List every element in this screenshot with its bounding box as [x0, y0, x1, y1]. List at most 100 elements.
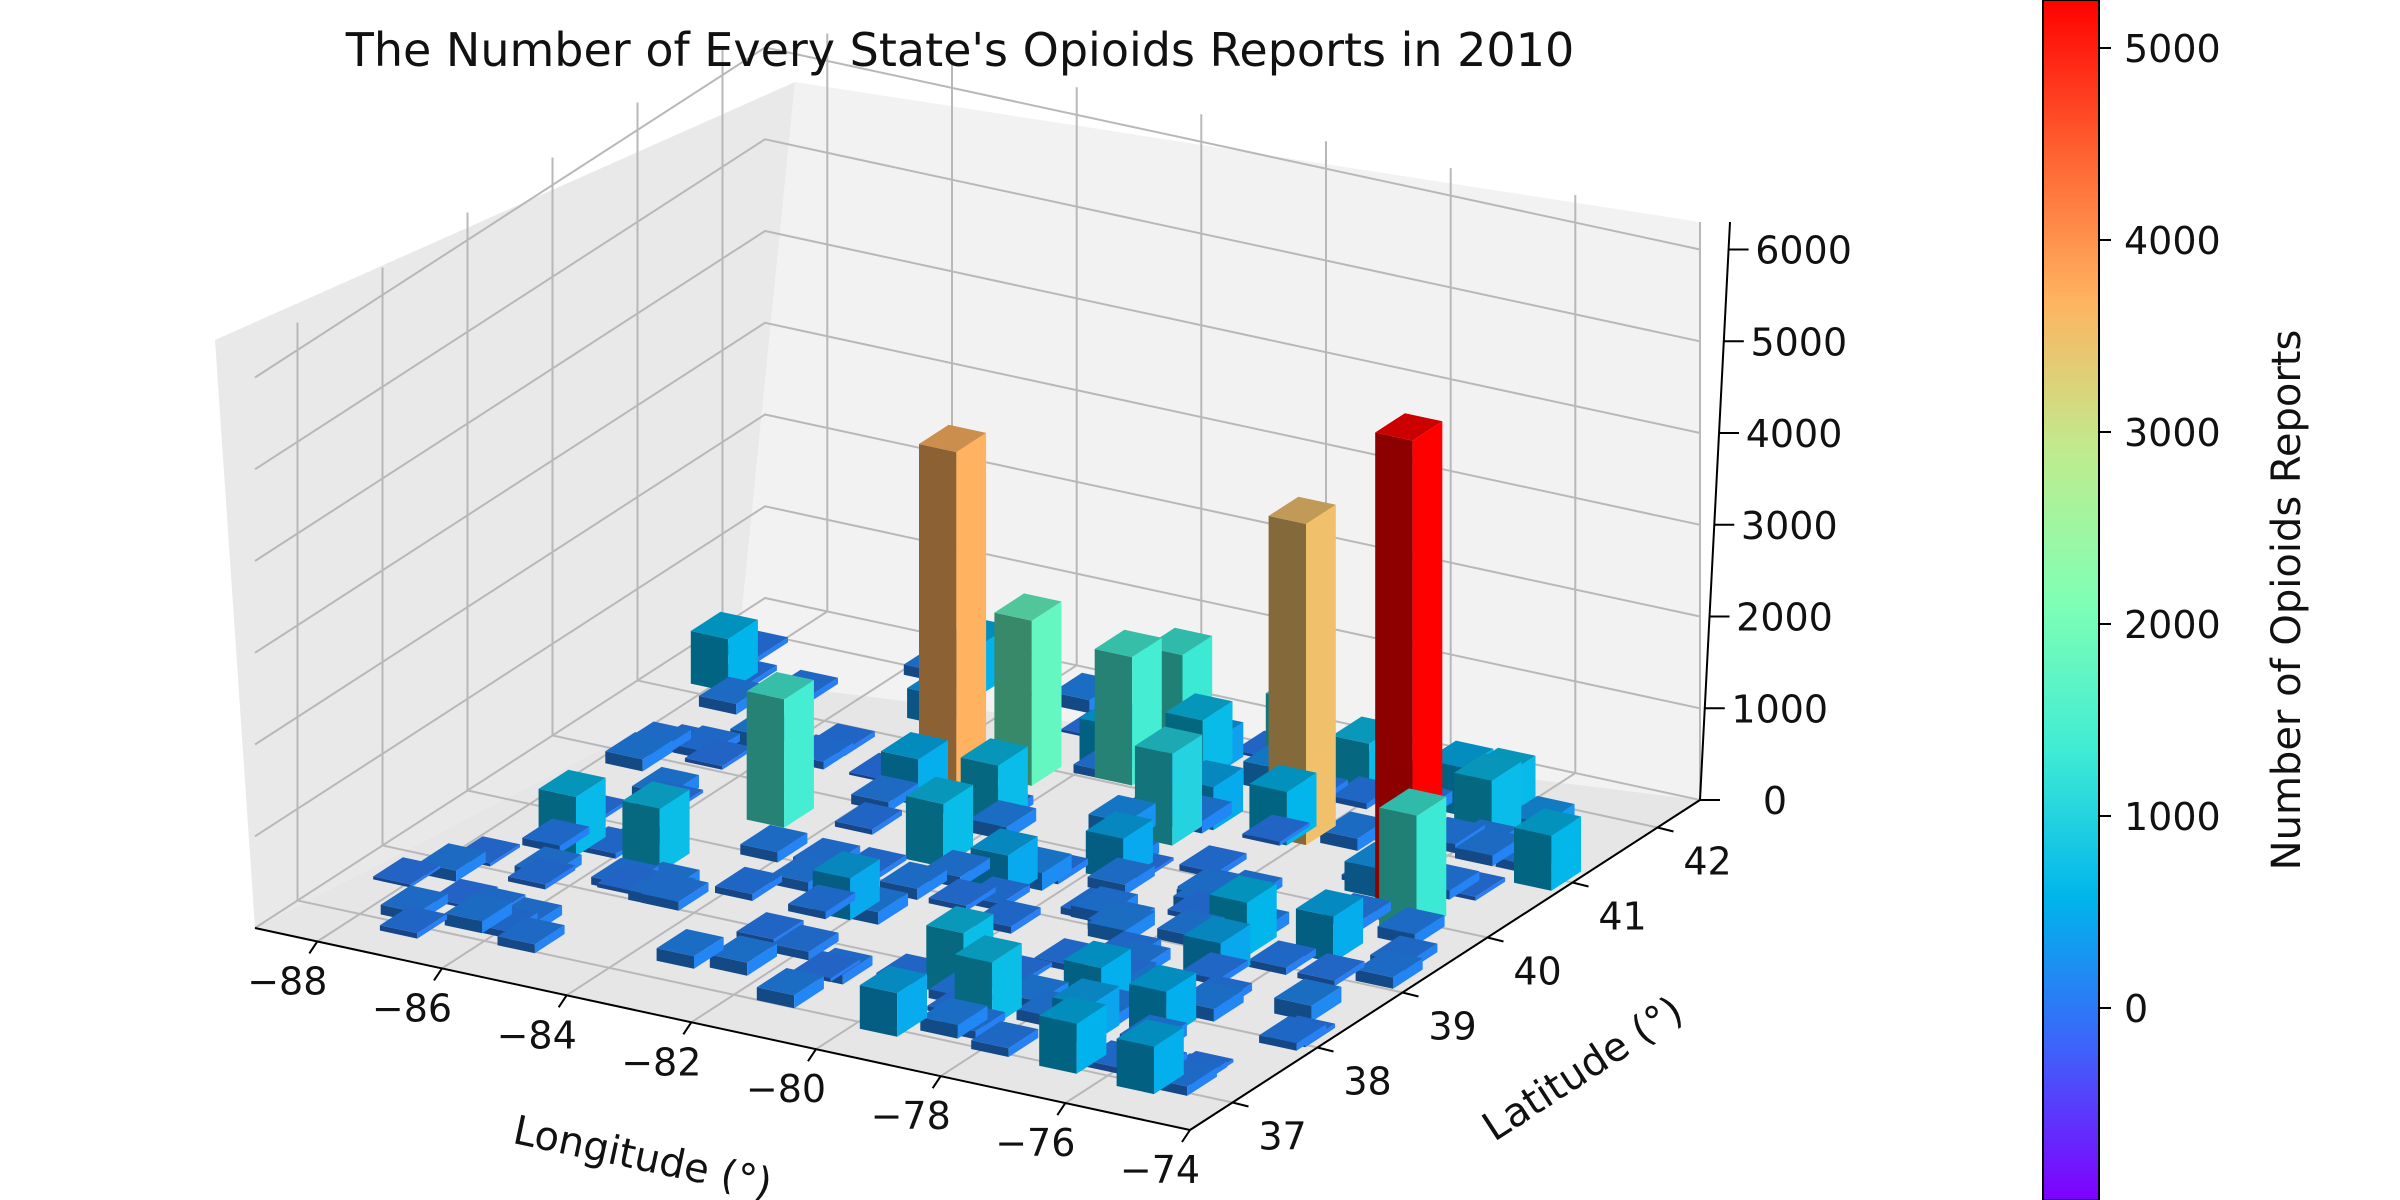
bar-face — [456, 851, 486, 882]
bar-face — [1085, 811, 1153, 839]
bar-face — [926, 906, 994, 934]
bar-face — [1202, 701, 1233, 781]
y-tick-label: 40 — [1513, 950, 1561, 994]
bar-face — [1087, 857, 1155, 885]
bar-face — [1249, 764, 1317, 792]
bar-face — [444, 894, 512, 922]
bar-face — [690, 611, 758, 640]
bar-face — [830, 959, 861, 982]
y-tick-mark — [1487, 936, 1504, 943]
bar-face — [622, 800, 660, 873]
bar-face — [1311, 986, 1342, 1022]
bar-face — [597, 864, 665, 892]
bar — [444, 894, 512, 934]
bar-face — [919, 444, 957, 792]
chart-title: The Number of Every State's Opioids Repo… — [345, 23, 1574, 77]
bar-face — [1295, 889, 1364, 917]
bar-face — [1088, 794, 1156, 823]
bar-face — [975, 1012, 1006, 1040]
bar-face — [842, 955, 873, 985]
bar-face — [1094, 649, 1133, 786]
bar-face — [1455, 847, 1493, 867]
colorbar-tick-label: 3000 — [2124, 411, 2221, 455]
bar-face — [1449, 871, 1480, 900]
bar-face — [1246, 883, 1277, 957]
bar-face — [1355, 950, 1423, 978]
y-tick-label: 39 — [1428, 1005, 1476, 1049]
z-tick-label: 2000 — [1736, 596, 1833, 640]
bar-face — [605, 732, 673, 760]
bar-face — [690, 631, 729, 692]
bar-face — [746, 672, 814, 700]
bar — [379, 906, 448, 939]
bar-face — [1379, 788, 1447, 816]
bar-face — [1329, 795, 1367, 810]
bar — [497, 917, 565, 954]
bar-face — [1361, 901, 1391, 930]
bar-face — [1333, 897, 1364, 963]
bar-face — [1454, 753, 1522, 781]
bar-face — [966, 886, 996, 912]
bar-face — [1279, 822, 1310, 846]
bar-face — [379, 925, 418, 939]
bar — [834, 802, 902, 835]
x-tick-label: −76 — [995, 1121, 1075, 1165]
bar-face — [1268, 496, 1336, 524]
colorbar-tick-label: 2000 — [2124, 603, 2221, 647]
z-tick-label: 0 — [1763, 779, 1787, 823]
bar — [1355, 950, 1423, 989]
y-tick-label: 41 — [1598, 895, 1646, 939]
bar-face — [1042, 854, 1072, 891]
bar — [859, 965, 927, 1037]
bar-face — [740, 824, 808, 853]
bar-face — [788, 903, 826, 920]
bar-face — [1031, 601, 1062, 786]
x-tick-label: −80 — [746, 1067, 826, 1111]
x-tick-mark — [931, 1075, 942, 1089]
x-tick-mark — [1056, 1102, 1067, 1116]
z-axis-line — [1699, 221, 1731, 801]
bar — [373, 857, 441, 888]
bar-face — [1344, 861, 1382, 899]
bar-face — [1039, 996, 1107, 1024]
bar — [971, 1021, 1039, 1057]
bar-face — [1274, 997, 1312, 1022]
bar-face — [659, 789, 690, 873]
bar-face — [834, 821, 873, 835]
bar — [709, 935, 777, 976]
x-tick-mark — [807, 1048, 817, 1062]
bar-face — [1213, 989, 1244, 1022]
bar-face — [957, 1005, 988, 1039]
bar — [1274, 978, 1342, 1022]
bar-face — [954, 935, 1022, 963]
y-tick-label: 38 — [1343, 1060, 1391, 1104]
bar-face — [641, 874, 709, 902]
bar-face — [656, 948, 694, 969]
colorbar-gradient — [2042, 0, 2100, 1200]
bar-face — [920, 997, 988, 1026]
bar-face — [508, 857, 576, 885]
bar-face — [1286, 948, 1316, 975]
bar-face — [851, 775, 919, 803]
bar-face — [522, 818, 590, 846]
y-tick-mark — [1572, 881, 1589, 888]
bar-face — [698, 695, 737, 715]
bar-face — [876, 855, 907, 880]
y-tick-label: 42 — [1683, 840, 1731, 884]
bar-face — [740, 844, 778, 863]
bar-face — [1039, 1015, 1077, 1074]
bar-face — [928, 878, 996, 906]
bar-face — [859, 965, 927, 994]
bar-face — [1145, 627, 1213, 656]
bar-face — [410, 865, 441, 888]
left-wall-pane — [215, 82, 795, 928]
bar — [746, 672, 814, 828]
bar-face — [622, 781, 690, 809]
x-axis-ticks: −88 −86 −84 −82 −80 −78 −76 −74 — [247, 940, 1200, 1192]
bar-face — [1172, 734, 1202, 846]
bar-face — [1011, 907, 1041, 934]
axis-lines — [254, 221, 1731, 1131]
bar-face — [715, 886, 753, 901]
bar-face — [1242, 814, 1310, 842]
bar-face — [605, 751, 643, 772]
